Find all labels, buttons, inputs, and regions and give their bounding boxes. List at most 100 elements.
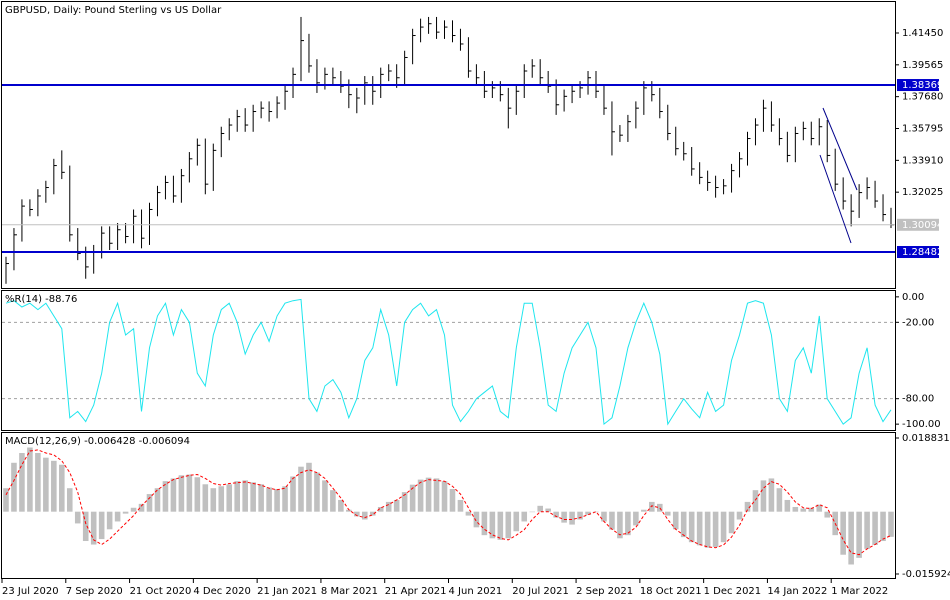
macd-bar	[98, 511, 105, 540]
y-tick-label: -80.00	[902, 394, 934, 405]
macd-bar	[346, 509, 352, 512]
macd-bar	[760, 480, 767, 512]
x-tick-label: 4 Dec 2020	[193, 586, 251, 597]
macd-bar	[744, 501, 751, 512]
x-tick-label: 23 Jul 2020	[2, 586, 59, 597]
macd-bar	[688, 511, 695, 543]
macd-bar	[298, 466, 304, 512]
macd-bar	[106, 511, 113, 530]
macd-bar	[848, 511, 854, 565]
x-tick-label: 20 Jul 2021	[512, 586, 569, 597]
macd-bar	[43, 457, 49, 512]
macd-bar	[258, 484, 264, 512]
last-price-label-box	[897, 218, 939, 231]
macd-bar	[633, 511, 639, 526]
signal-line	[5, 449, 892, 556]
macd-bar	[401, 492, 408, 512]
macd-bar	[601, 511, 607, 522]
macd-bar	[593, 511, 599, 513]
macd-bar	[393, 499, 400, 512]
macd-bar	[641, 509, 647, 512]
macd-bar	[880, 511, 886, 542]
macd-bar	[656, 503, 663, 512]
macd-bar	[361, 511, 368, 520]
plot-layer	[2, 16, 895, 565]
macd-bar	[736, 511, 743, 520]
macd-bar	[322, 480, 328, 512]
macd-title: MACD(12,26,9) -0.006428 -0.006094	[5, 436, 190, 447]
macd-bar	[649, 501, 655, 512]
price-pane-frame	[1, 1, 896, 289]
macd-pane-frame	[1, 432, 896, 579]
macd-bar	[178, 475, 185, 512]
macd-bar	[59, 464, 65, 512]
macd-bar	[680, 511, 687, 538]
macd-bar	[27, 447, 33, 512]
level-label: 1.38369	[902, 80, 943, 91]
macd-bar	[808, 507, 815, 512]
macd-bar	[569, 511, 575, 525]
macd-bar	[497, 511, 504, 540]
macd-bar	[704, 511, 711, 548]
macd-bar	[561, 511, 567, 523]
y-tick-label: 1.37680	[902, 92, 943, 103]
y-tick-label: -100.00	[902, 419, 941, 430]
macd-bar	[66, 488, 73, 512]
macd-bar	[354, 511, 360, 517]
macd-bar	[306, 462, 312, 512]
macd-bar	[266, 487, 272, 512]
x-tick-label: 21 Oct 2020	[130, 586, 192, 597]
price-title: GBPUSD, Daily: Pound Sterling vs US Doll…	[5, 5, 222, 16]
macd-bar	[672, 511, 679, 530]
channel-line	[822, 107, 858, 191]
macd-bar	[282, 486, 288, 512]
macd-bar	[856, 511, 862, 558]
macd-bar	[872, 511, 878, 545]
level-label-box	[897, 79, 939, 92]
macd-bar	[617, 511, 623, 539]
macd-bar	[425, 477, 432, 512]
macd-bar	[545, 508, 551, 512]
macd-bar	[170, 478, 177, 512]
macd-bar	[577, 511, 583, 520]
macd-bar	[792, 506, 799, 512]
macd-bar	[585, 511, 591, 515]
macd-bar	[130, 507, 137, 512]
macd-bar	[338, 499, 344, 512]
macd-bar	[51, 460, 57, 512]
macd-bar	[122, 511, 129, 514]
x-tick-label: 8 Mar 2021	[321, 586, 378, 597]
macd-bar	[314, 472, 320, 512]
macd-bar	[114, 511, 121, 522]
y-tick-label: 1.41450	[902, 28, 943, 39]
macd-bar	[728, 511, 735, 534]
macd-bar	[290, 476, 296, 512]
macd-bar	[625, 511, 631, 536]
macd-bar	[409, 484, 416, 512]
macd-bar	[768, 478, 775, 512]
macd-bar	[824, 511, 831, 518]
macd-bar	[537, 505, 543, 512]
x-tick-label: 1 Dec 2021	[704, 586, 762, 597]
macd-bar	[330, 490, 336, 512]
macd-bar	[441, 481, 448, 512]
x-tick-label: 21 Apr 2021	[385, 586, 447, 597]
macd-bar	[433, 478, 440, 512]
macd-bar	[154, 488, 161, 512]
macd-bar	[250, 482, 256, 512]
x-tick-label: 7 Sep 2020	[66, 586, 123, 597]
x-tick-label: 1 Mar 2022	[831, 586, 888, 597]
y-tick-label: 0.00	[902, 292, 924, 303]
macd-bar	[449, 488, 456, 512]
macd-bar	[888, 511, 894, 537]
level-label-box	[897, 246, 939, 259]
macd-bar	[35, 452, 41, 512]
macd-bar	[11, 462, 17, 512]
macd-bar	[90, 511, 97, 545]
wpr-pane-frame	[1, 290, 896, 431]
macd-bar	[218, 486, 225, 512]
y-tick-label: 1.32025	[902, 187, 943, 198]
macd-bar	[377, 506, 384, 512]
